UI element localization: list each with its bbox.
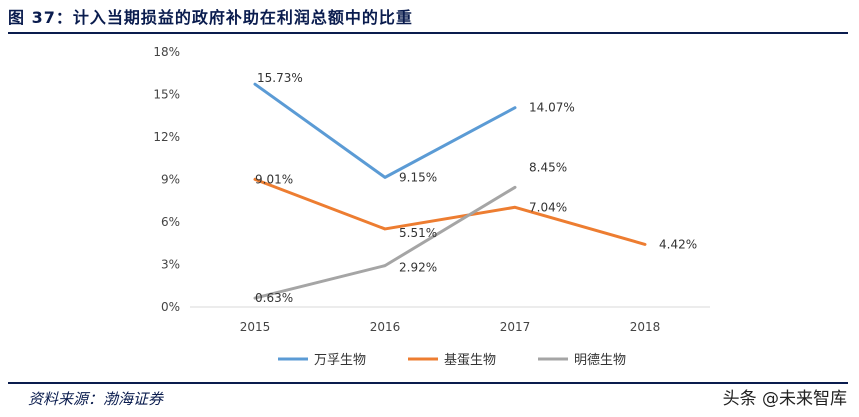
title-rule [8,32,848,34]
x-tick-label: 2018 [630,320,661,334]
y-tick-label: 12% [153,130,180,144]
series-line-2 [253,177,647,246]
legend-label: 万孚生物 [314,353,366,368]
legend: 万孚生物 基蛋生物 明德生物 [278,353,626,368]
data-label: 7.04% [529,200,567,214]
data-label: 9.15% [399,170,437,184]
series-line-1 [253,82,517,179]
y-tick-label: 3% [161,258,180,272]
y-tick-label: 9% [161,173,180,187]
source-note: 资料来源：渤海证券 [28,390,164,408]
series-lines [253,82,647,300]
data-label: 5.51% [399,226,437,240]
y-axis-ticks: 0% 3% 6% 9% 12% 15% 18% [153,45,180,314]
watermark: 头条 @未来智库 [720,384,849,409]
x-tick-label: 2017 [500,320,531,334]
figure-title: 图 37：计入当期损益的政府补助在利润总额中的比重 [8,8,413,27]
y-tick-label: 15% [153,88,180,102]
data-label: 14.07% [529,101,575,115]
y-tick-label: 0% [161,300,180,314]
data-label: 8.45% [529,160,567,174]
series-line-3 [253,185,517,300]
data-label: 0.63% [255,291,293,305]
legend-label: 明德生物 [574,353,626,368]
source-rule [8,382,848,384]
x-axis-ticks: 2015 2016 2017 2018 [240,320,661,334]
data-label: 4.42% [659,237,697,251]
data-label: 2.92% [399,261,437,275]
x-tick-label: 2015 [240,320,271,334]
y-tick-label: 18% [153,45,180,59]
data-label: 15.73% [257,71,303,85]
legend-label: 基蛋生物 [444,353,496,368]
x-tick-label: 2016 [370,320,401,334]
data-labels: 15.73% 9.15% 14.07% 9.01% 5.51% 7.04% 4.42% 0.6… [255,71,697,305]
y-tick-label: 6% [161,215,180,229]
data-label: 9.01% [255,172,293,186]
